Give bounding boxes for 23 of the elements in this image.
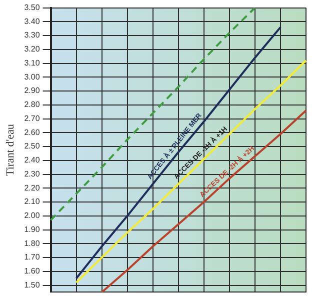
y-tick-label: 3.30 <box>24 30 40 40</box>
y-tick-label: 1.70 <box>24 252 40 262</box>
y-tick-label: 1.60 <box>24 266 40 276</box>
y-tick-label: 1.80 <box>24 238 40 248</box>
y-tick-label: 2.80 <box>24 100 40 110</box>
y-tick-label: 2.00 <box>24 211 40 220</box>
y-tick-label: 3.00 <box>24 72 40 82</box>
y-tick-label: 2.90 <box>24 86 40 96</box>
y-tick-label: 3.20 <box>24 44 40 54</box>
y-tick-label: 2.30 <box>24 169 40 178</box>
y-tick-label: 3.10 <box>24 58 40 68</box>
y-tick-label: 2.70 <box>24 114 40 123</box>
y-tick-label: 2.60 <box>24 128 40 137</box>
y-tick-label: 1.90 <box>24 224 40 234</box>
line-series <box>50 8 256 222</box>
y-tick-label: 2.20 <box>24 183 40 192</box>
y-tick-label: 3.40 <box>24 16 40 26</box>
y-tick-label: 3.50 <box>24 3 40 12</box>
y-tick-label: 2.40 <box>24 156 40 165</box>
y-axis-title: Tirant d'eau <box>4 124 16 176</box>
y-tick-label: 2.10 <box>24 197 40 206</box>
y-tick-label: 1.50 <box>24 280 40 290</box>
y-tick-label: 2.50 <box>24 142 40 151</box>
